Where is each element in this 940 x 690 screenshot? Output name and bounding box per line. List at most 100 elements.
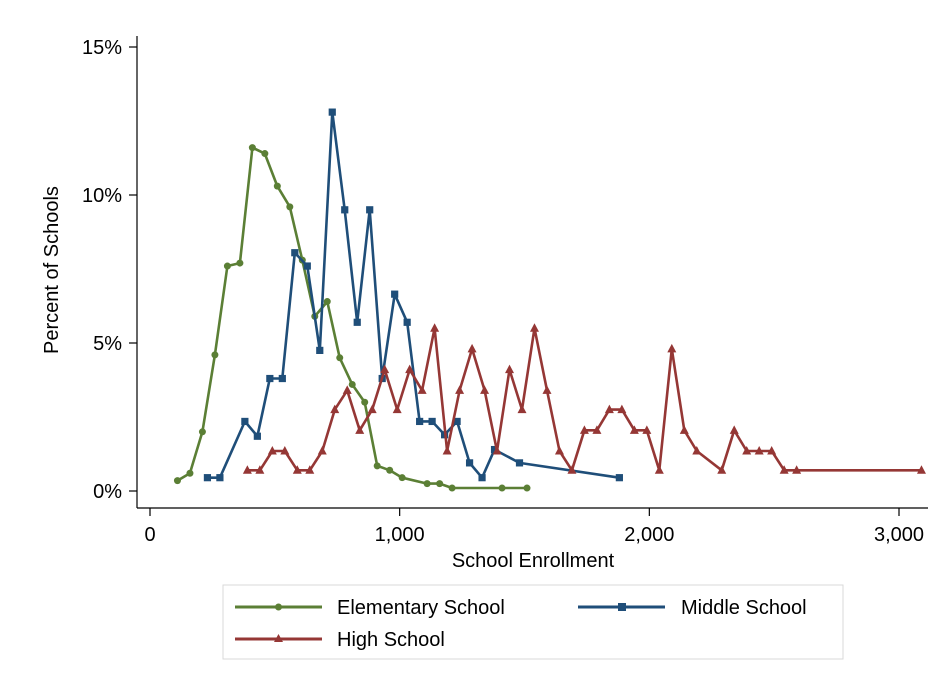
- data-point: [405, 364, 415, 374]
- data-point: [211, 351, 219, 359]
- data-point: [253, 432, 261, 440]
- data-point: [592, 425, 602, 434]
- data-point: [717, 465, 727, 474]
- data-point: [523, 484, 531, 492]
- data-point: [492, 446, 502, 455]
- data-point: [386, 466, 394, 474]
- data-point: [242, 465, 252, 474]
- data-point: [355, 425, 365, 434]
- data-point: [261, 150, 269, 158]
- data-point: [291, 249, 299, 257]
- data-point: [480, 385, 490, 394]
- data-point: [366, 206, 374, 214]
- legend-item-elementary: Elementary School: [235, 597, 505, 619]
- data-point: [542, 385, 552, 394]
- x-tick-label: 1,000: [375, 524, 425, 546]
- data-point: [267, 446, 277, 455]
- data-point: [223, 262, 231, 270]
- data-point: [430, 323, 440, 332]
- data-point: [667, 343, 677, 353]
- data-point: [273, 182, 281, 190]
- data-point: [617, 404, 627, 414]
- data-point: [278, 374, 286, 383]
- data-point: [186, 469, 194, 477]
- data-point: [455, 385, 465, 394]
- data-point: [792, 465, 802, 474]
- series-line-high: [247, 326, 922, 472]
- x-tick-label: 3,000: [874, 524, 924, 546]
- legend-box: [222, 584, 844, 660]
- data-point: [604, 404, 614, 414]
- data-point: [216, 474, 224, 482]
- y-tick-label: 15%: [82, 37, 122, 59]
- x-tick-label: 2,000: [624, 524, 674, 546]
- data-point: [448, 484, 456, 492]
- x-axis-label: School Enrollment: [452, 550, 615, 572]
- data-point: [280, 446, 290, 455]
- data-point: [403, 318, 411, 326]
- data-point: [754, 446, 764, 455]
- legend-marker-high: [274, 634, 283, 642]
- legend-label-elementary: Elementary School: [337, 597, 505, 619]
- y-tick-label: 0%: [93, 481, 122, 503]
- data-point: [729, 425, 739, 434]
- data-point: [567, 465, 577, 474]
- data-point: [255, 465, 265, 474]
- legend-label-middle: Middle School: [681, 597, 807, 619]
- data-point: [416, 417, 424, 426]
- data-point: [380, 364, 390, 374]
- legend-label-high: High School: [337, 629, 445, 651]
- legend-item-high: High School: [235, 629, 445, 651]
- data-point: [173, 477, 181, 485]
- data-point: [679, 425, 689, 434]
- series-high: [242, 323, 926, 474]
- data-point: [236, 259, 244, 267]
- data-point: [916, 465, 926, 474]
- data-point: [453, 417, 461, 426]
- data-point: [629, 425, 639, 434]
- data-point: [353, 318, 361, 326]
- series-layer: [173, 108, 926, 492]
- data-point: [367, 404, 377, 414]
- data-point: [436, 480, 444, 488]
- data-point: [498, 484, 506, 492]
- data-point: [490, 445, 499, 454]
- series-middle: [203, 108, 623, 482]
- data-point: [198, 428, 206, 436]
- data-point: [654, 465, 664, 474]
- data-point: [692, 446, 702, 455]
- data-point: [467, 343, 477, 353]
- data-point: [330, 404, 340, 414]
- data-point: [203, 474, 212, 482]
- data-point: [323, 298, 331, 306]
- legend-marker-middle: [618, 603, 626, 611]
- axes: [136, 36, 928, 509]
- data-point: [348, 380, 356, 388]
- data-point: [292, 465, 302, 474]
- y-tick-label: 10%: [82, 185, 122, 207]
- legend-item-middle: Middle School: [578, 597, 807, 619]
- y-axis-label: Percent of Schools: [41, 186, 63, 354]
- data-point: [517, 404, 527, 414]
- data-point: [266, 374, 274, 383]
- data-point: [341, 206, 349, 214]
- data-point: [392, 404, 402, 414]
- data-point: [316, 346, 324, 354]
- x-tick-label: 0: [144, 524, 155, 546]
- data-point: [336, 354, 344, 362]
- data-point: [642, 425, 652, 434]
- data-point: [428, 417, 436, 426]
- data-point: [417, 385, 427, 394]
- data-point: [373, 462, 381, 470]
- data-point: [779, 465, 789, 474]
- y-ticks: 0% 5% 10% 15%: [82, 37, 137, 503]
- data-point: [554, 446, 564, 455]
- data-point: [465, 459, 474, 467]
- data-point: [328, 108, 336, 116]
- data-point: [248, 144, 256, 152]
- data-point: [742, 446, 752, 455]
- data-point: [241, 417, 249, 426]
- legend-marker-elementary: [275, 603, 282, 611]
- data-point: [361, 398, 369, 406]
